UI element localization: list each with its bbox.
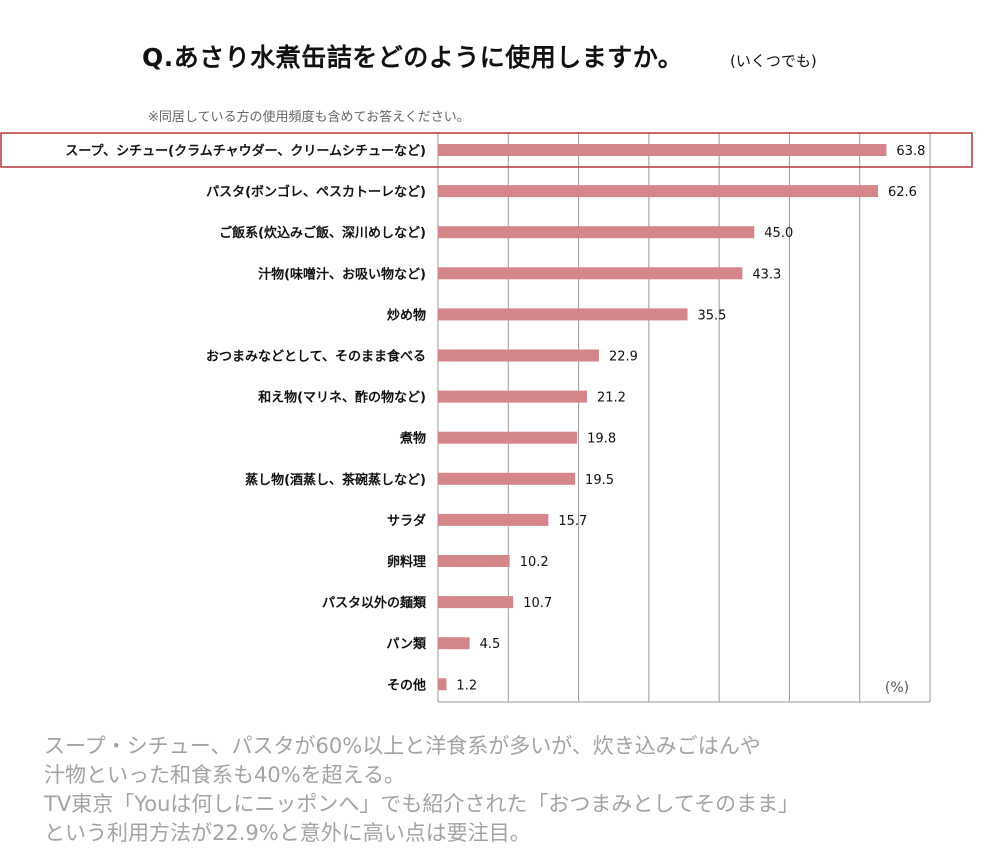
category-label: 卵料理 xyxy=(387,554,426,570)
chart-subnote: ※同居している方の使用頻度も含めてお答えください。 xyxy=(148,110,470,125)
category-label: その他 xyxy=(387,677,426,693)
title-note: (いくつでも) xyxy=(730,52,817,70)
bar xyxy=(438,513,549,526)
bar xyxy=(438,185,878,198)
value-label: 43.3 xyxy=(752,267,781,282)
caption-line: という利用方法が22.9%と意外に高い点は要注目。 xyxy=(44,821,531,845)
bar xyxy=(438,637,470,650)
bar xyxy=(438,390,588,403)
value-label: 62.6 xyxy=(888,185,917,200)
category-label: ご飯系(炊込みご飯、深川めしなど) xyxy=(219,225,426,241)
value-label: 22.9 xyxy=(609,350,638,365)
bar xyxy=(438,144,887,156)
bar xyxy=(438,431,578,444)
category-label: パスタ(ボンゴレ、ペスカトーレなど) xyxy=(206,184,426,200)
bar xyxy=(438,472,576,485)
value-label: 63.8 xyxy=(896,144,925,159)
category-label: 煮物 xyxy=(399,431,426,447)
bar xyxy=(438,349,599,362)
value-label: 4.5 xyxy=(480,637,501,652)
unit-label: (%) xyxy=(885,680,909,696)
value-label: 19.5 xyxy=(585,473,614,488)
bar-chart: スープ、シチュー(クラムチャウダー、クリームシチューなど) 63.8 パスタ(ボンゴ… xyxy=(0,132,973,703)
value-label: 15.7 xyxy=(558,514,587,529)
category-label: パスタ以外の麺類 xyxy=(322,595,427,611)
chart-title: Q.あさり水煮缶詰をどのように使用しますか。 xyxy=(142,43,684,72)
bar xyxy=(438,678,447,691)
value-label: 1.2 xyxy=(456,678,477,693)
bar xyxy=(438,555,510,567)
value-label: 19.8 xyxy=(587,432,616,447)
category-label: スープ、シチュー(クラムチャウダー、クリームシチューなど) xyxy=(65,143,426,159)
value-label: 10.7 xyxy=(523,596,552,611)
category-label: 和え物(マリネ、酢の物など) xyxy=(258,390,426,406)
value-label: 45.0 xyxy=(764,226,793,241)
bar xyxy=(438,308,688,321)
bar xyxy=(438,267,743,280)
category-label: 炒め物 xyxy=(387,307,426,323)
category-label: おつまみなどとして、そのまま食べる xyxy=(206,349,426,365)
value-label: 35.5 xyxy=(698,308,727,323)
bar xyxy=(438,226,755,239)
caption-line: 汁物といった和食系も40%を超える。 xyxy=(44,763,406,787)
category-label: パン類 xyxy=(386,637,427,652)
highlight-box xyxy=(0,132,973,168)
category-label: サラダ xyxy=(387,513,426,529)
category-label: 汁物(味噌汁、お吸い物など) xyxy=(258,266,426,282)
bar xyxy=(438,596,514,609)
value-label: 21.2 xyxy=(597,391,626,406)
caption: スープ・シチュー、パスタが60%以上と洋食系が多いが、炊き込みごはんや 汁物とい… xyxy=(44,732,984,848)
caption-line: スープ・シチュー、パスタが60%以上と洋食系が多いが、炊き込みごはんや xyxy=(44,734,761,758)
category-label: 蒸し物(酒蒸し、茶碗蒸しなど) xyxy=(245,472,426,488)
value-label: 10.2 xyxy=(520,555,549,570)
caption-line: TV東京「Youは何しにニッポンへ」でも紹介された「おつまみとしてそのまま」 xyxy=(44,792,800,816)
